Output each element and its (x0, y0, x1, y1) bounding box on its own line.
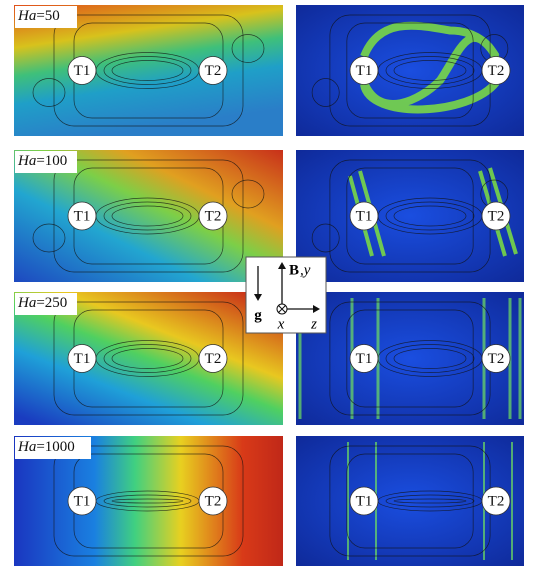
cylinder-label: T2 (205, 63, 222, 79)
label-text: Ha=250 (17, 295, 67, 311)
b-label: B (289, 262, 299, 278)
panel-row: T1 T2 T1 T2 Ha=1000 (14, 436, 524, 566)
label-text: Ha=100 (17, 153, 67, 169)
figure: T1T2T1T2Ha=50T1T2T1T2Ha=100T1T2T1T2Ha=25… (0, 0, 539, 569)
label-text: Ha=1000 (17, 439, 75, 455)
cylinder-label: T1 (74, 493, 91, 509)
panel-row: T1 T2 T1 T2 Ha=50 (14, 5, 524, 136)
panel-label: Ha=250 (15, 293, 77, 315)
panel-label: Ha=100 (15, 151, 77, 173)
cylinder-label: T1 (356, 351, 373, 367)
label-symbol: Ha (17, 439, 36, 455)
label-symbol: Ha (17, 295, 36, 311)
y-label: ,y (300, 262, 311, 278)
cylinder-label: T1 (356, 63, 373, 79)
cylinder-label: T1 (74, 351, 91, 367)
cylinder-label: T2 (488, 208, 505, 224)
axis-inset: g B ,y x z (246, 257, 326, 333)
cylinder-label: T2 (205, 208, 222, 224)
label-symbol: Ha (17, 8, 36, 24)
cylinder-label: T1 (74, 208, 91, 224)
label-value: =100 (36, 153, 67, 169)
cylinder-label: T2 (488, 493, 505, 509)
cylinder-label: T1 (74, 63, 91, 79)
panel-label: Ha=50 (15, 6, 77, 28)
label-text: Ha=50 (17, 8, 60, 24)
label-value: =1000 (36, 439, 74, 455)
label-symbol: Ha (17, 153, 36, 169)
label-value: =250 (36, 295, 67, 311)
label-value: =50 (36, 8, 59, 24)
cylinder-label: T2 (488, 351, 505, 367)
cylinder-label: T1 (356, 493, 373, 509)
cylinder-label: T2 (205, 351, 222, 367)
z-label: z (310, 316, 317, 332)
g-label: g (254, 307, 262, 323)
cylinder-label: T2 (488, 63, 505, 79)
cylinder-label: T1 (356, 208, 373, 224)
panel-label: Ha=1000 (15, 437, 91, 459)
cylinder-label: T2 (205, 493, 222, 509)
x-label: x (277, 316, 285, 332)
